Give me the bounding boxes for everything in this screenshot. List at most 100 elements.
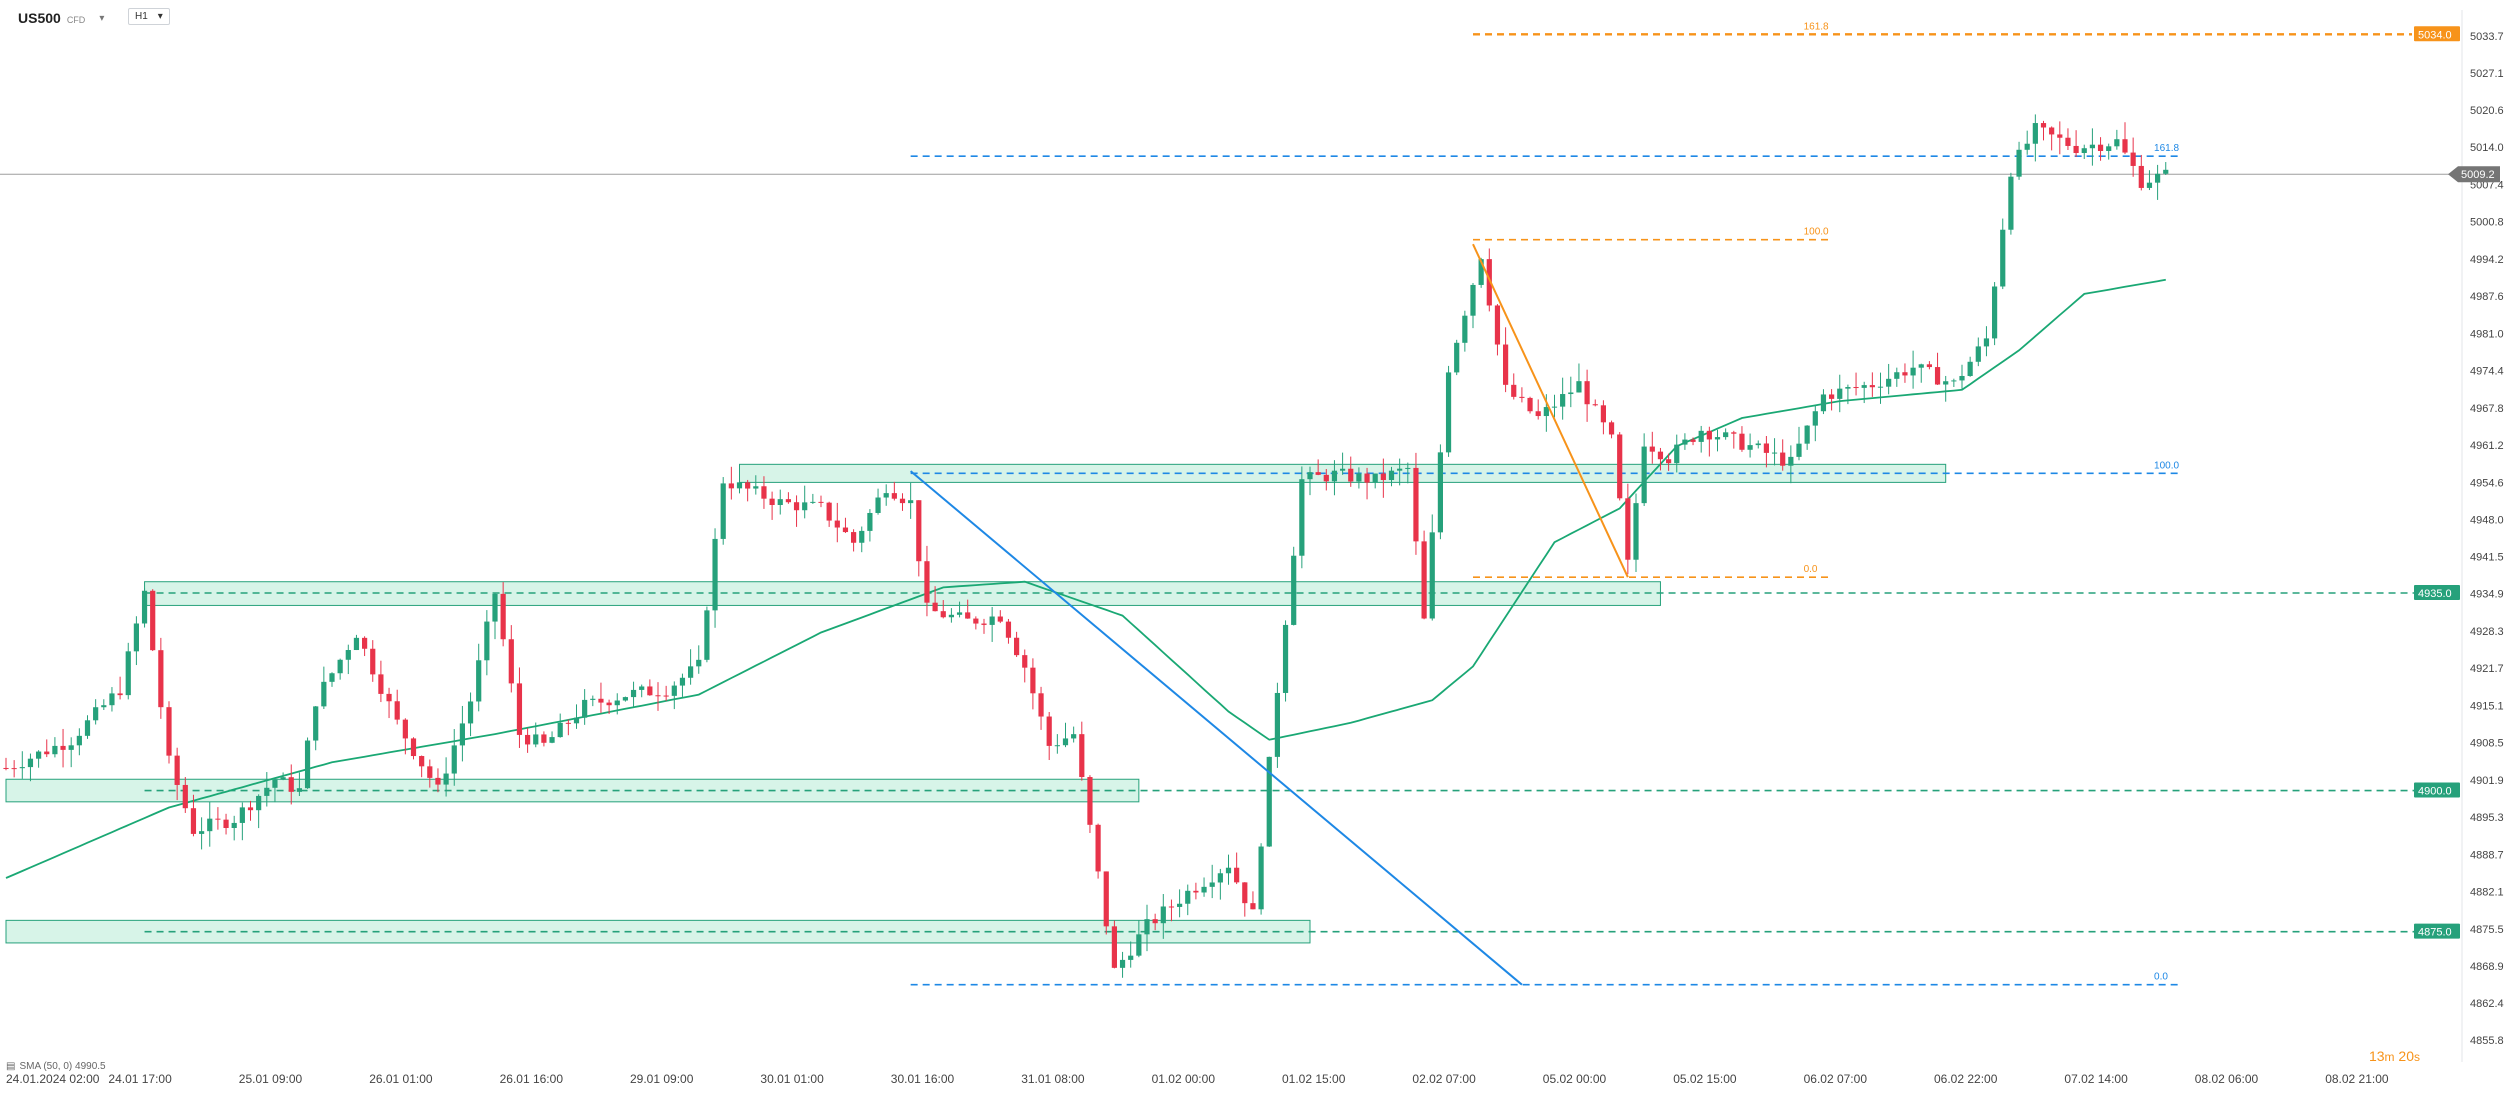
candle-body xyxy=(1568,392,1574,395)
timeframe-selector[interactable]: H1 ▾ xyxy=(128,8,170,25)
candle-body xyxy=(1462,315,1468,343)
time-tick-label: 26.01 16:00 xyxy=(500,1072,564,1086)
candle-body xyxy=(1119,959,1126,968)
candle-body xyxy=(867,512,873,531)
candle-body xyxy=(1869,385,1875,388)
candle-body xyxy=(1470,284,1476,316)
candle-body xyxy=(1804,425,1810,444)
candle-body xyxy=(1739,433,1745,450)
candle-body xyxy=(533,734,539,745)
candle-body xyxy=(1445,372,1452,453)
candle-body xyxy=(590,698,596,700)
candle-body xyxy=(2163,169,2169,174)
candle-body xyxy=(1177,903,1183,907)
candle-body xyxy=(133,623,139,652)
candle-body xyxy=(1657,451,1664,460)
candle-body xyxy=(1633,503,1639,560)
candle-body xyxy=(1788,456,1794,466)
candle-body xyxy=(557,722,563,738)
symbol-header[interactable]: US500 CFD ▾ xyxy=(18,10,104,26)
candle-body xyxy=(508,639,514,684)
candle-body xyxy=(965,612,971,619)
candle-body xyxy=(1649,446,1655,452)
candle-body xyxy=(166,707,172,756)
indicator-legend[interactable]: ▤ SMA (50, 0) 4990.5 xyxy=(6,1061,106,1072)
candle-body xyxy=(1617,434,1623,499)
time-tick-label: 26.01 01:00 xyxy=(369,1072,433,1086)
bar-countdown: 13m 20s xyxy=(2369,1048,2420,1064)
candle-body xyxy=(410,738,417,757)
candle-body xyxy=(1185,890,1191,904)
candle-body xyxy=(337,659,343,674)
candle-body xyxy=(802,502,808,511)
timeframe-value: H1 xyxy=(135,11,148,22)
time-tick-label: 05.02 15:00 xyxy=(1673,1072,1737,1086)
candle-body xyxy=(777,499,783,506)
price-tick-label: 4967.8 xyxy=(2470,403,2504,415)
time-tick-label: 05.02 00:00 xyxy=(1543,1072,1607,1086)
time-tick-label: 02.02 07:00 xyxy=(1412,1072,1476,1086)
symbol-name: US500 xyxy=(18,10,61,26)
candle-body xyxy=(883,493,889,498)
indicator-label: SMA (50, 0) 4990.5 xyxy=(19,1061,106,1072)
candle-body xyxy=(52,745,58,755)
candle-body xyxy=(304,740,311,789)
candle-body xyxy=(174,755,180,785)
candle-body xyxy=(1217,873,1223,883)
candle-body xyxy=(639,686,645,690)
sma-path xyxy=(5,278,2166,879)
price-tick-label: 4928.3 xyxy=(2470,626,2504,638)
candle-body xyxy=(1111,926,1117,968)
candle-body xyxy=(2040,123,2047,128)
candle-body xyxy=(296,788,302,792)
candle-body xyxy=(386,693,392,702)
candle-body xyxy=(1364,473,1370,483)
candle-body xyxy=(362,637,368,649)
candle-body xyxy=(1005,621,1012,638)
candle-body xyxy=(345,650,351,660)
candle-body xyxy=(1494,305,1501,345)
candle-body xyxy=(1168,906,1175,908)
candle-body xyxy=(1429,532,1435,619)
candle-body xyxy=(1299,479,1305,556)
price-tick-label: 4948.0 xyxy=(2470,515,2504,527)
candle-body xyxy=(1242,882,1248,904)
candle-body xyxy=(492,593,498,622)
price-tick-label: 4888.7 xyxy=(2470,849,2504,861)
candle-body xyxy=(2032,123,2038,144)
candle-body xyxy=(785,499,791,503)
candle-body xyxy=(141,590,148,624)
countdown-minutes-unit: m xyxy=(2384,1050,2395,1064)
candle-body xyxy=(500,593,506,640)
candle-body xyxy=(1046,716,1052,746)
candle-body xyxy=(1812,411,1818,426)
candle-body xyxy=(451,745,457,774)
candle-body xyxy=(117,693,123,696)
candle-body xyxy=(1511,384,1517,397)
price-tick-label: 5020.6 xyxy=(2470,105,2504,117)
candle-body xyxy=(1307,472,1313,480)
candle-body xyxy=(1592,404,1598,406)
candle-body xyxy=(1820,394,1827,412)
candle-body xyxy=(582,699,588,718)
price-tick-label: 4981.0 xyxy=(2470,328,2504,340)
candle-body xyxy=(1160,906,1166,924)
candle-body xyxy=(745,482,751,489)
fib-level-label: 161.8 xyxy=(2154,143,2179,154)
candle-body xyxy=(158,650,164,708)
candle-body xyxy=(1755,443,1761,446)
price-tick-label: 5014.0 xyxy=(2470,142,2504,154)
candle-body xyxy=(2122,139,2128,153)
candle-body xyxy=(565,722,571,724)
trendline xyxy=(910,470,1523,986)
indicator-menu-icon[interactable]: ▤ xyxy=(6,1061,16,1072)
candle-body xyxy=(973,618,979,624)
candle-body xyxy=(1910,367,1916,376)
candle-body xyxy=(1706,430,1712,440)
price-tick-label: 4994.2 xyxy=(2470,254,2504,266)
current-price-tag xyxy=(2448,166,2500,183)
candle-body xyxy=(19,767,25,769)
candle-body xyxy=(1894,372,1900,379)
chevron-down-icon[interactable]: ▾ xyxy=(99,12,105,24)
